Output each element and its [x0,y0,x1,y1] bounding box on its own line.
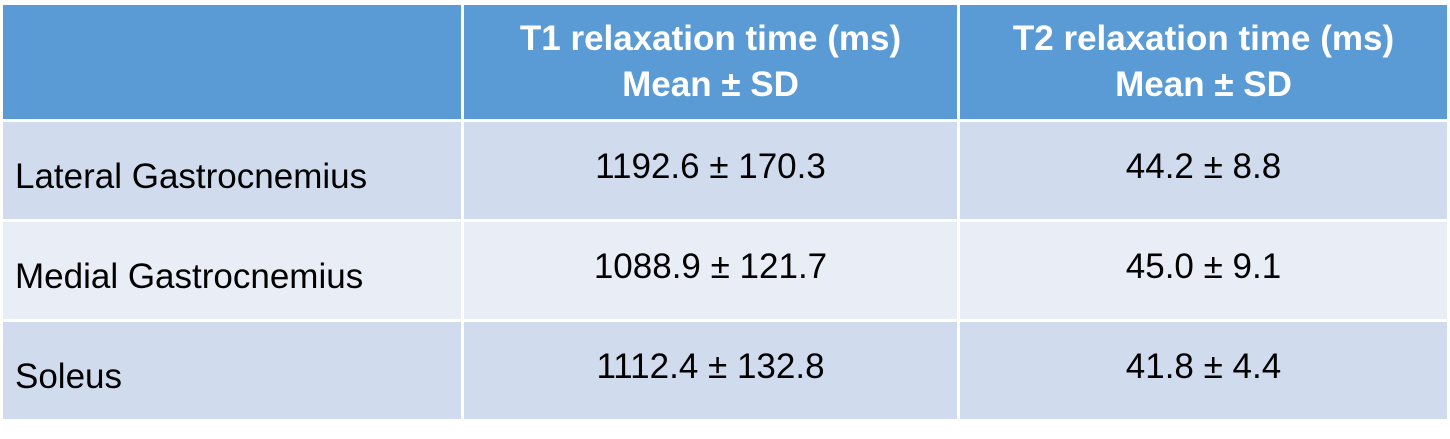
value-cell: 45.0 ± 9.1 [960,222,1447,319]
header-line: T2 relaxation time (ms) [1012,19,1395,58]
row-label: Lateral Gastrocnemius [3,122,461,219]
value-cell: 44.2 ± 8.8 [960,122,1447,219]
header-cell [3,5,461,119]
row-label: Soleus [3,322,461,419]
value-cell: 41.8 ± 4.4 [960,322,1447,419]
header-line: Mean ± SD [1115,65,1292,104]
value-cell: 1088.9 ± 121.7 [464,222,957,319]
value-cell: 1192.6 ± 170.3 [464,122,957,219]
row-label: Medial Gastrocnemius [3,222,461,319]
header-line: Mean ± SD [622,65,799,104]
header-line: T1 relaxation time (ms) [519,19,902,58]
header-cell: T2 relaxation time (ms) Mean ± SD [960,5,1447,119]
value-cell: 1112.4 ± 132.8 [464,322,957,419]
header-cell: T1 relaxation time (ms) Mean ± SD [464,5,957,119]
